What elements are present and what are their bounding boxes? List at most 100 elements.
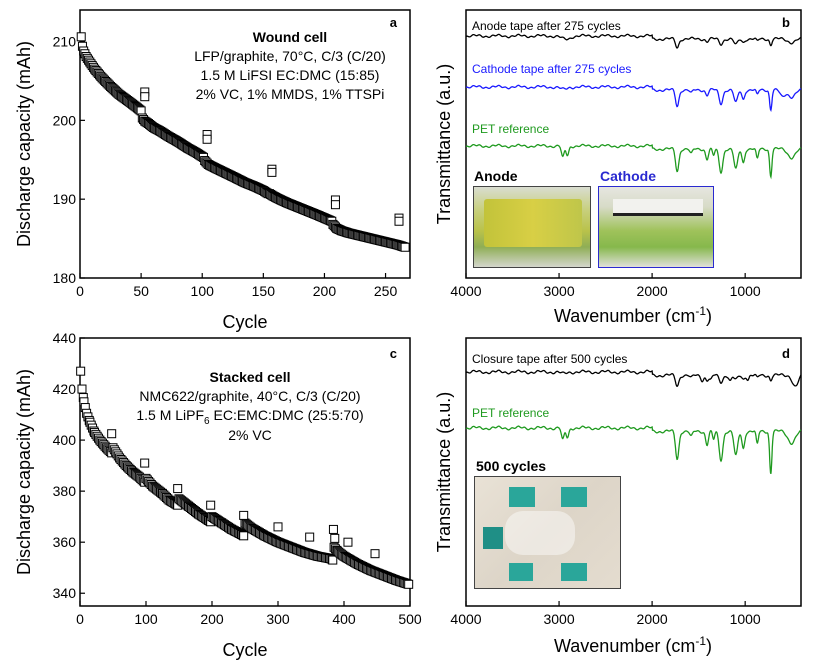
data-point xyxy=(400,242,410,252)
photo-tab xyxy=(483,527,503,549)
y-axis-label: Transmittance (a.u.) xyxy=(434,64,454,224)
annotation-line: 2% VC xyxy=(228,427,272,443)
axis-ticks: 0 100 200 300 400 500 340 360 380 400 420 440 xyxy=(53,330,422,627)
annotation-title: Stacked cell xyxy=(210,369,291,385)
y-tick-label: 180 xyxy=(53,270,77,286)
data-point xyxy=(76,32,86,42)
spectra xyxy=(465,369,802,474)
panel-letter: a xyxy=(390,15,398,30)
x-tick-label: 3000 xyxy=(543,283,574,299)
cathode-tape-photo xyxy=(598,186,714,268)
x-tick-label: 4000 xyxy=(450,283,481,299)
data-points xyxy=(76,32,410,252)
spectrum-line xyxy=(465,369,802,388)
panel-c: c Stacked cell NMC622/graphite, 40°C, C/… xyxy=(14,330,422,660)
y-tick-label: 400 xyxy=(53,432,77,448)
x-tick-label: 2000 xyxy=(637,283,668,299)
series-label-pet: PET reference xyxy=(472,406,549,420)
photo-tab xyxy=(561,563,587,581)
y-tick-label: 440 xyxy=(53,330,77,346)
plot-frame xyxy=(79,337,411,607)
data-point xyxy=(328,555,338,565)
data-point xyxy=(330,533,340,543)
data-point xyxy=(206,500,216,510)
photo-content xyxy=(505,511,575,555)
data-point xyxy=(76,366,86,376)
x-tick-label: 150 xyxy=(252,283,276,299)
data-point xyxy=(370,549,380,559)
x-tick-label: 0 xyxy=(76,611,84,627)
series-label-anode: Anode tape after 275 cycles xyxy=(472,19,621,33)
panel-b: b Anode tape after 275 cycles Cathode ta… xyxy=(434,9,802,326)
data-point xyxy=(77,384,87,394)
panel-d: d Closure tape after 500 cycles PET refe… xyxy=(434,337,802,656)
plot-frame xyxy=(465,337,802,607)
spectrum-line xyxy=(465,84,802,112)
plot-frame xyxy=(465,9,802,279)
annotation-line: LFP/graphite, 70°C, C/3 (C/20) xyxy=(194,48,386,64)
x-tick-label: 50 xyxy=(133,283,149,299)
annotation-title: Wound cell xyxy=(253,29,327,45)
y-tick-label: 200 xyxy=(53,112,77,128)
data-point xyxy=(404,579,414,589)
x-tick-label: 1000 xyxy=(730,611,761,627)
data-point xyxy=(202,134,212,144)
data-point xyxy=(267,167,277,177)
panel-letter: d xyxy=(782,346,790,361)
x-tick-label: 2000 xyxy=(637,611,668,627)
photo-label-cathode: Cathode xyxy=(600,168,656,184)
data-point xyxy=(239,510,249,520)
x-axis-label: Cycle xyxy=(222,640,267,660)
photo-content xyxy=(484,199,582,247)
data-point xyxy=(394,216,404,226)
x-axis-label: Wavenumber (cm-1) xyxy=(554,304,712,326)
y-axis-label: Discharge capacity (mAh) xyxy=(14,41,34,247)
x-axis-label: Wavenumber (cm-1) xyxy=(554,634,712,656)
y-axis-label: Discharge capacity (mAh) xyxy=(14,369,34,575)
series-label-closure: Closure tape after 500 cycles xyxy=(472,352,627,366)
y-tick-label: 210 xyxy=(53,34,77,50)
annotation-line: 1.5 M LiPF6 EC:EMC:DMC (25:5:70) xyxy=(136,407,363,427)
photo-label-anode: Anode xyxy=(474,168,518,184)
x-tick-label: 500 xyxy=(398,611,422,627)
x-tick-label: 100 xyxy=(134,611,158,627)
panel-letter: c xyxy=(390,346,397,361)
axis-ticks: 4000 3000 2000 1000 xyxy=(450,273,761,299)
axis-ticks: 4000 3000 2000 1000 xyxy=(450,601,761,627)
x-tick-label: 3000 xyxy=(543,611,574,627)
spectra xyxy=(465,33,802,180)
x-tick-label: 100 xyxy=(191,283,215,299)
photo-tab xyxy=(509,487,535,507)
x-tick-label: 300 xyxy=(266,611,290,627)
x-tick-label: 250 xyxy=(374,283,398,299)
x-tick-label: 0 xyxy=(76,283,84,299)
data-point xyxy=(305,532,315,542)
panel-a: a Wound cell LFP/graphite, 70°C, C/3 (C/… xyxy=(14,9,411,332)
x-tick-label: 1000 xyxy=(730,283,761,299)
x-tick-label: 200 xyxy=(200,611,224,627)
plot-frame xyxy=(79,9,411,279)
data-point xyxy=(343,537,353,547)
spectrum-line xyxy=(465,33,802,49)
photo-tab xyxy=(509,563,533,581)
spectrum-line xyxy=(465,143,802,180)
annotation-line: 1.5 M LiFSI EC:DMC (15:85) xyxy=(201,67,380,83)
x-tick-label: 200 xyxy=(313,283,337,299)
data-point xyxy=(239,531,249,541)
y-axis-label: Transmittance (a.u.) xyxy=(434,392,454,552)
anode-tape-photo xyxy=(473,186,591,268)
closure-tape-photo xyxy=(474,476,621,589)
x-axis-label: Cycle xyxy=(222,312,267,332)
y-tick-label: 420 xyxy=(53,381,77,397)
photo-tab xyxy=(561,487,587,507)
data-point xyxy=(273,522,283,532)
annotation-line: 2% VC, 1% MMDS, 1% TTSPi xyxy=(196,86,385,102)
photo-label-500-cycles: 500 cycles xyxy=(476,458,546,474)
x-tick-label: 400 xyxy=(332,611,356,627)
axis-ticks: 0 50 100 150 200 250 180 190 200 210 xyxy=(53,34,398,299)
data-point xyxy=(140,458,150,468)
data-point xyxy=(140,92,150,102)
data-point xyxy=(173,484,183,494)
data-points xyxy=(76,366,414,589)
